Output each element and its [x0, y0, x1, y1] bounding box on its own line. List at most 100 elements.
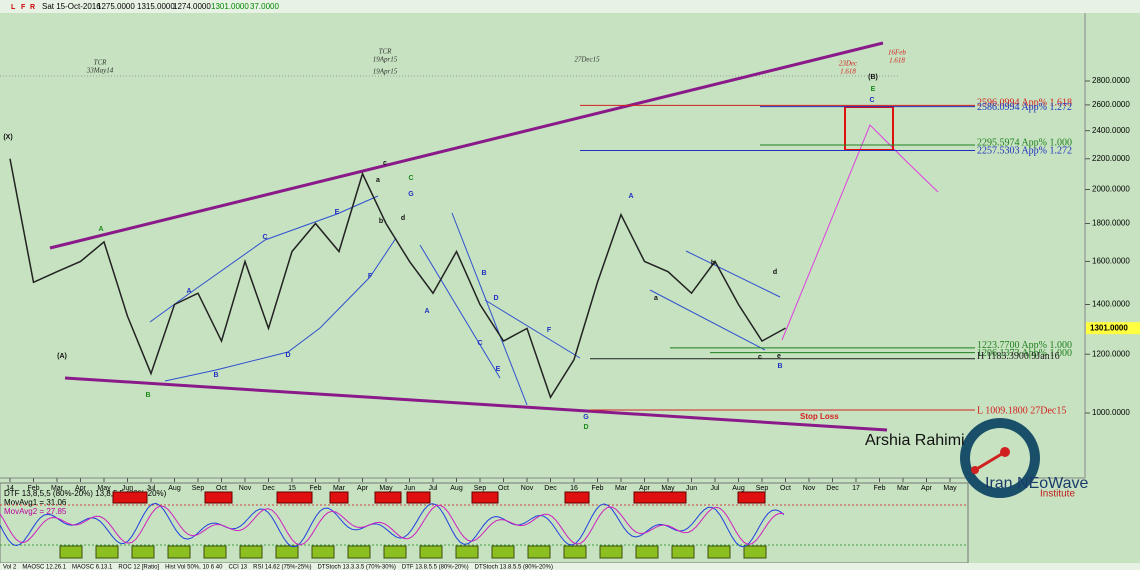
- x-tick-label: Apr: [75, 485, 87, 492]
- time-note: TCR: [94, 59, 108, 67]
- y-tick-label: 1800.0000: [1092, 219, 1130, 228]
- time-note: TCR: [379, 48, 393, 56]
- x-tick-label: Apr: [357, 485, 369, 492]
- wave-label: F: [368, 273, 373, 280]
- osc-zone: [455, 545, 479, 559]
- osc-zone: [311, 545, 335, 559]
- tab[interactable]: RSI 14.62 (75%-25%): [253, 565, 311, 570]
- wave-label: A: [424, 308, 429, 315]
- x-tick-label: Mar: [51, 485, 64, 492]
- x-tick-label: Dec: [262, 485, 275, 492]
- x-tick-label: Oct: [780, 485, 791, 492]
- osc-zone: [707, 545, 731, 559]
- wave-label: e: [777, 353, 781, 360]
- wave-label: b: [711, 260, 715, 267]
- wave-label: D: [493, 295, 498, 302]
- osc-zone: [471, 491, 499, 504]
- tab-bar: [0, 563, 1140, 570]
- menu-item[interactable]: R: [30, 4, 35, 11]
- moving-average: MovAvg2 = 27.85: [4, 507, 67, 516]
- close: 1301.0000: [211, 2, 249, 11]
- x-tick-label: 16: [570, 485, 578, 492]
- wave-label: B: [145, 392, 150, 399]
- channel: [685, 250, 781, 298]
- osc-zone: [599, 545, 623, 559]
- x-tick-label: Nov: [521, 485, 534, 492]
- channel: [164, 237, 397, 382]
- wave-label: a: [654, 295, 658, 302]
- x-tick-label: 15: [288, 485, 296, 492]
- tab[interactable]: MAOSC 12.26.1: [22, 565, 66, 570]
- x-tick-label: Nov: [803, 485, 816, 492]
- time-note: 23Dec: [839, 60, 858, 68]
- x-tick-label: Dec: [826, 485, 839, 492]
- projection: [781, 124, 939, 341]
- time-note: 1.618: [840, 68, 856, 76]
- y-tick-label: 1400.0000: [1092, 300, 1130, 309]
- osc-zone: [239, 545, 263, 559]
- x-tick-label: Sep: [756, 485, 769, 492]
- wave-label: G: [583, 414, 589, 421]
- date: Sat 15-Oct-2016: [42, 2, 101, 11]
- wave-label: E: [335, 209, 340, 216]
- menu-item[interactable]: F: [21, 4, 26, 11]
- osc-zone: [491, 545, 515, 559]
- level-label: H 1183.3900 9Jan16: [977, 351, 1060, 362]
- x-tick-label: 17: [852, 485, 860, 492]
- volume: 37.0000: [250, 2, 279, 11]
- osc-zone: [419, 545, 443, 559]
- level-label: 2295.5974 App% 1.000: [977, 137, 1072, 148]
- wave-label: A: [186, 288, 191, 295]
- osc-zone: [329, 491, 349, 504]
- logo: [960, 418, 1040, 498]
- x-tick-label: Sep: [474, 485, 487, 492]
- brand: Iran NEoWave: [985, 475, 1089, 492]
- wave-label: B: [481, 270, 486, 277]
- channel: [451, 212, 528, 406]
- wave-label: E: [496, 366, 501, 373]
- tab[interactable]: DTStoch 13.8.5.5 (80%-20%): [475, 565, 553, 570]
- osc-zone: [527, 545, 551, 559]
- osc-line: [0, 502, 785, 548]
- tab[interactable]: CCI 13: [228, 565, 247, 570]
- wave-label: (X): [3, 134, 12, 141]
- wave-label: (B): [868, 74, 878, 81]
- x-tick-label: Feb: [873, 485, 885, 492]
- osc-zone: [671, 545, 695, 559]
- low: 1274.0000: [173, 2, 211, 11]
- wave-label: F: [547, 327, 552, 334]
- x-tick-label: Aug: [168, 485, 181, 492]
- menu-item[interactable]: L: [11, 4, 16, 11]
- wave-label: d: [401, 215, 405, 222]
- logo-shape: [971, 466, 979, 474]
- wave-label: D: [285, 352, 290, 359]
- wave-label: C: [869, 97, 874, 104]
- tab[interactable]: DTStoch 13.3.3.5 (70%-30%): [318, 565, 396, 570]
- y-tick-label: 1600.0000: [1092, 257, 1130, 266]
- x-tick-label: 14: [6, 485, 14, 492]
- x-tick-label: Mar: [615, 485, 628, 492]
- oscillator: [0, 491, 785, 559]
- x-tick-label: Jun: [404, 485, 415, 492]
- y-tick-label: 1000.0000: [1092, 408, 1130, 417]
- wave-label: C: [477, 340, 482, 347]
- x-tick-label: May: [943, 485, 957, 492]
- tab[interactable]: DTF 13.8.5.5 (80%-20%): [402, 565, 469, 570]
- osc-line: [0, 504, 785, 546]
- open: 1275.0000: [97, 2, 135, 11]
- trend-line: [49, 41, 884, 250]
- x-tick-label: Dec: [544, 485, 557, 492]
- tab[interactable]: Vol 2: [3, 565, 17, 570]
- brand-sub: Institute: [1040, 489, 1075, 500]
- time-note: 1.618: [889, 57, 905, 65]
- x-tick-label: Jul: [711, 485, 720, 492]
- tab[interactable]: MAOSC 6.13.1: [72, 565, 113, 570]
- x-tick-label: Mar: [897, 485, 910, 492]
- price-label: 1301.0000: [1090, 323, 1128, 332]
- osc-zone: [131, 545, 155, 559]
- tab[interactable]: ROC 12 [Ratio]: [118, 565, 159, 570]
- x-tick-label: Feb: [591, 485, 603, 492]
- osc-zone: [743, 545, 767, 559]
- time-note: 16Feb: [888, 49, 906, 57]
- tab[interactable]: Hist Vol 50%, 10 6 40: [165, 565, 223, 570]
